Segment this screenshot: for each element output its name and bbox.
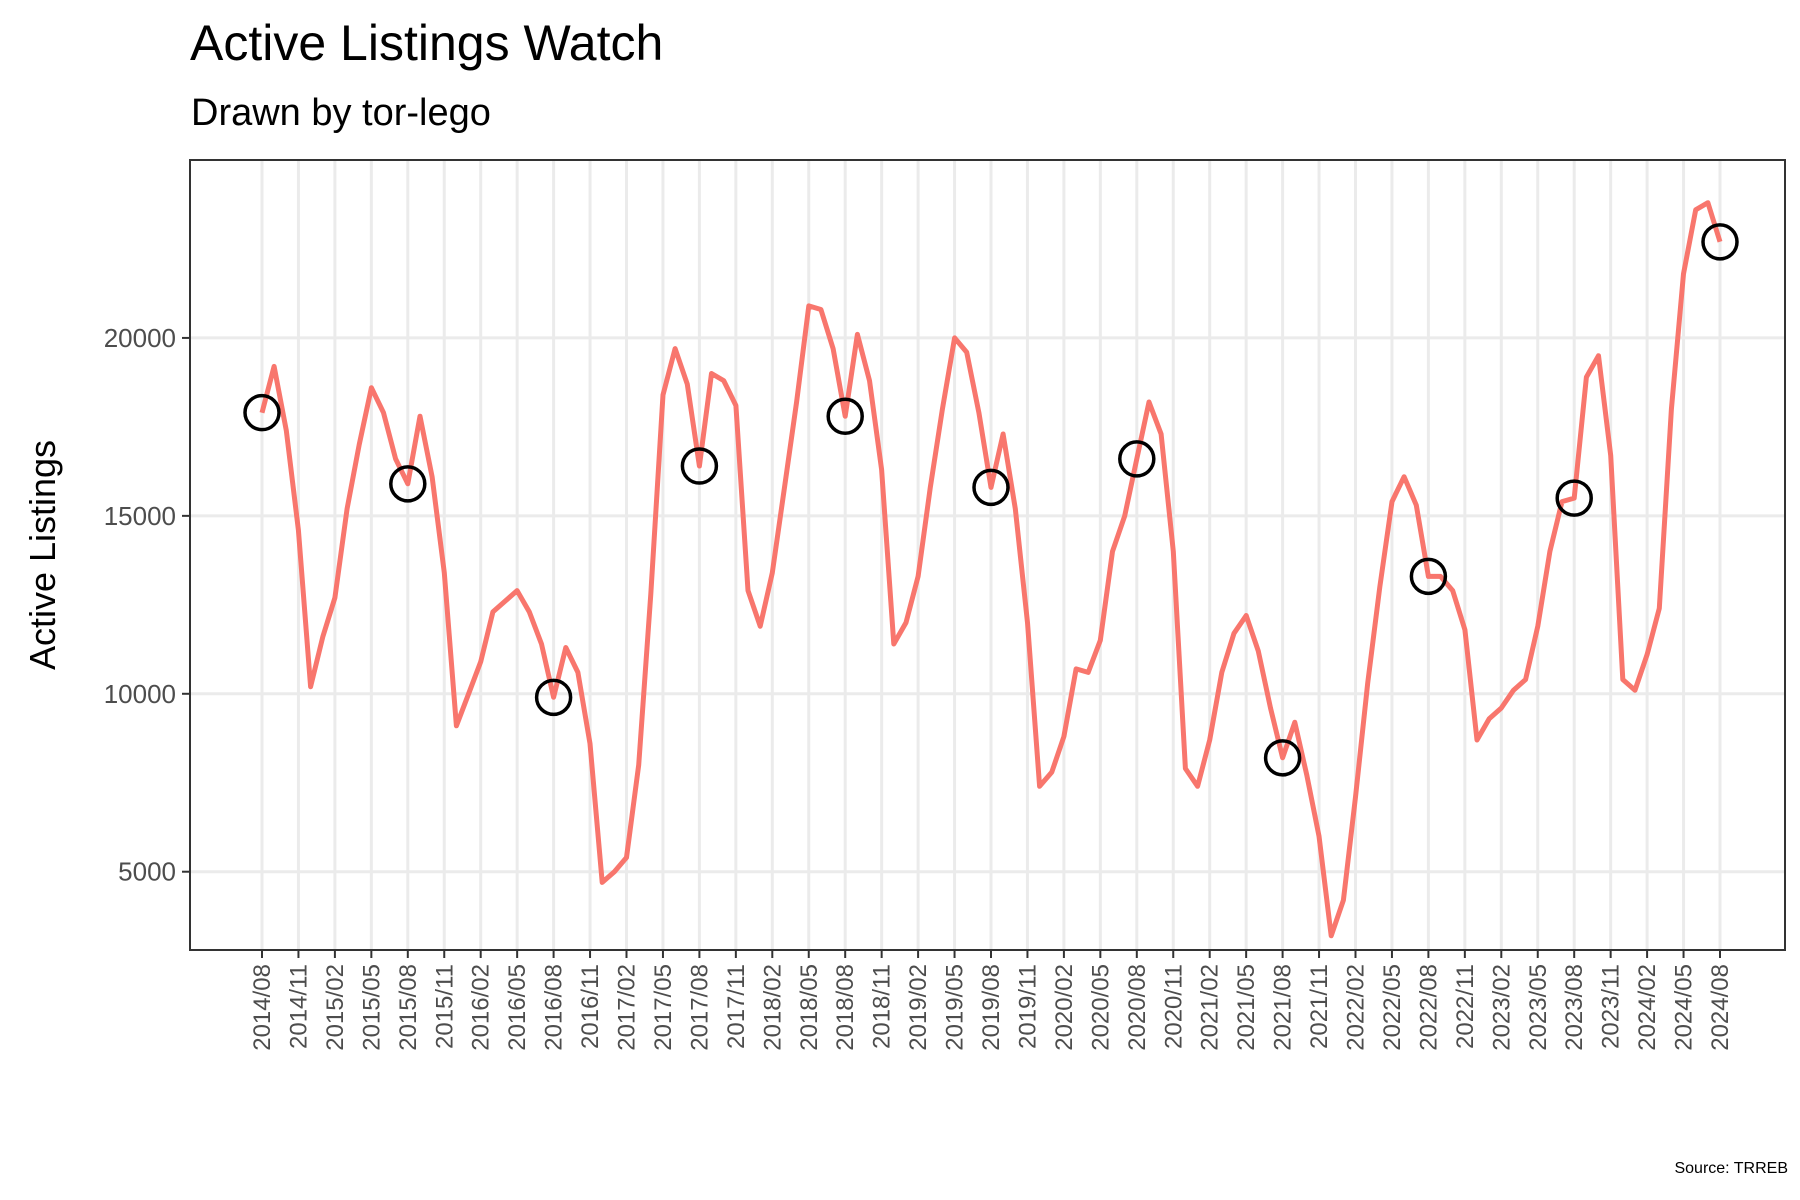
x-tick-label: 2019/08 xyxy=(978,964,1005,1051)
x-tick-label: 2016/08 xyxy=(541,964,568,1051)
x-tick-label: 2021/11 xyxy=(1306,964,1333,1049)
x-tick-label: 2017/02 xyxy=(614,964,641,1051)
x-tick-label: 2018/08 xyxy=(832,964,859,1051)
highlight-point xyxy=(534,678,573,717)
x-tick-label: 2016/02 xyxy=(468,964,495,1051)
plot-panel-border xyxy=(189,159,1786,951)
x-tick-label: 2015/11 xyxy=(431,964,458,1049)
x-tick-label: 2017/05 xyxy=(650,964,677,1051)
x-tick-label: 2024/05 xyxy=(1671,964,1698,1051)
x-tick-label: 2018/11 xyxy=(869,964,896,1049)
x-tick-label: 2015/08 xyxy=(395,964,422,1051)
x-tick-label: 2015/05 xyxy=(358,964,385,1051)
x-tick-label: 2020/02 xyxy=(1051,964,1078,1051)
x-tick-label: 2019/02 xyxy=(905,964,932,1051)
x-tick-label: 2021/08 xyxy=(1270,964,1297,1051)
x-tick-label: 2023/02 xyxy=(1488,964,1515,1051)
x-tick-label: 2015/02 xyxy=(322,964,349,1051)
y-gridlines xyxy=(190,336,1785,874)
series-line xyxy=(259,200,1723,939)
highlight-point xyxy=(1409,557,1448,596)
highlight-point xyxy=(389,465,427,503)
x-tick-label: 2017/11 xyxy=(723,964,750,1049)
highlight-point xyxy=(1118,440,1156,478)
y-axis-ticks: 5000 10000 15000 20000 xyxy=(104,323,190,887)
x-tick-label: 2024/08 xyxy=(1707,964,1734,1051)
x-tick-label: 2019/05 xyxy=(942,964,969,1051)
x-tick-label: 2019/11 xyxy=(1014,964,1041,1049)
x-tick-label: 2024/02 xyxy=(1634,964,1661,1051)
x-tick-label: 2014/11 xyxy=(285,964,312,1049)
x-tick-label: 2023/05 xyxy=(1525,964,1552,1051)
chart-subtitle: Drawn by tor-lego xyxy=(191,92,491,134)
x-tick-label: 2022/08 xyxy=(1415,964,1442,1051)
x-tick-label: 2022/05 xyxy=(1379,964,1406,1051)
x-tick-label: 2014/08 xyxy=(249,964,276,1051)
highlight-point xyxy=(972,468,1010,507)
x-tick-label: 2020/05 xyxy=(1087,964,1114,1051)
y-axis-title: Active Listings xyxy=(22,440,63,670)
x-tick-label: 2023/11 xyxy=(1598,964,1625,1049)
x-tick-label: 2016/05 xyxy=(504,964,531,1051)
x-tick-label: 2020/08 xyxy=(1124,964,1151,1051)
highlight-point xyxy=(1701,223,1739,261)
highlight-point xyxy=(826,397,864,435)
x-gridlines xyxy=(260,160,1722,950)
x-tick-label: 2018/05 xyxy=(796,964,823,1051)
x-tick-label: 2017/08 xyxy=(686,964,713,1051)
x-tick-label: 2016/11 xyxy=(577,964,604,1049)
x-tick-label: 2021/02 xyxy=(1197,964,1224,1051)
y-tick-label: 20000 xyxy=(104,323,176,353)
x-tick-label: 2018/02 xyxy=(759,964,786,1051)
y-tick-label: 5000 xyxy=(118,857,176,887)
x-tick-label: 2021/05 xyxy=(1233,964,1260,1051)
series-active-listings xyxy=(259,200,1723,939)
highlight-point xyxy=(1263,739,1302,777)
y-tick-label: 15000 xyxy=(104,501,176,531)
x-tick-label: 2020/11 xyxy=(1160,964,1187,1049)
x-tick-label: 2022/02 xyxy=(1343,964,1370,1051)
x-tick-label: 2022/11 xyxy=(1452,964,1479,1049)
chart-title: Active Listings Watch xyxy=(190,15,664,71)
source-caption: Source: TRREB xyxy=(1674,1160,1788,1177)
highlight-point xyxy=(680,447,719,485)
x-tick-label: 2023/08 xyxy=(1561,964,1588,1051)
x-axis-ticks: 2014/08 2014/11 2015/02 2015/05 2015/08 2015/… xyxy=(249,950,1734,1051)
highlight-markers xyxy=(243,223,1739,777)
highlight-point xyxy=(1555,479,1593,517)
highlight-point xyxy=(243,393,281,432)
y-tick-label: 10000 xyxy=(104,679,176,709)
